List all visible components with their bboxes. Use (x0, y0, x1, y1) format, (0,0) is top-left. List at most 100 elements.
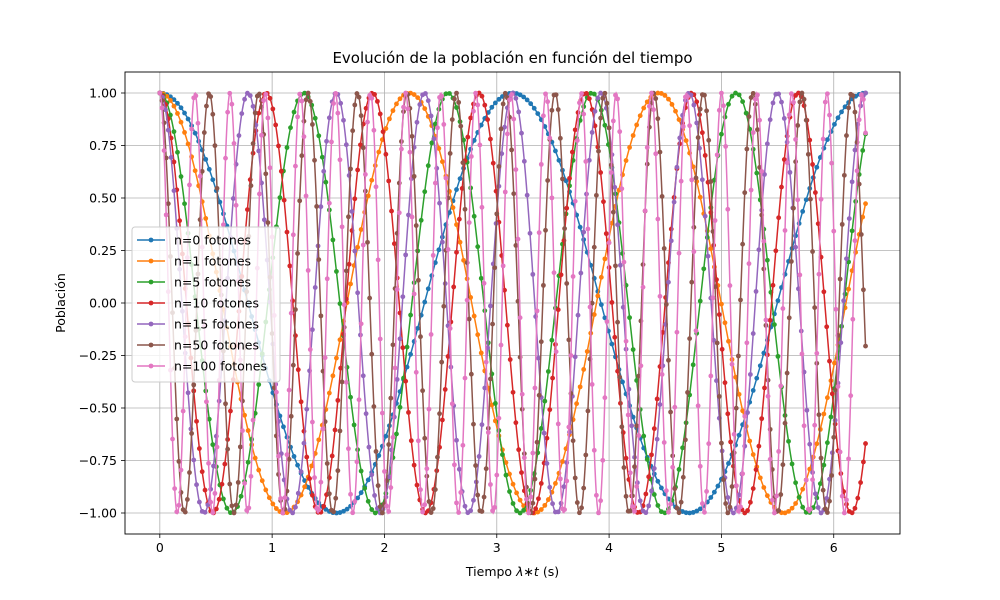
series-6-point (521, 455, 527, 461)
series-5-point (693, 175, 699, 181)
series-5-point (432, 487, 438, 492)
series-6-point (392, 365, 398, 371)
series-5-point (466, 316, 472, 322)
series-2-point (358, 468, 364, 474)
series-5-point (831, 434, 837, 440)
series-0-point (736, 432, 742, 438)
series-2-point (740, 99, 746, 104)
series-6-point (284, 452, 290, 458)
series-6-point (257, 191, 262, 197)
series-5-point (661, 246, 667, 251)
series-5-point (704, 108, 709, 114)
series-6-point (507, 97, 512, 103)
series-3-point (445, 354, 451, 359)
series-4-point (211, 463, 216, 469)
series-2-point (288, 125, 293, 131)
series-5-point (653, 96, 659, 101)
series-4-point (230, 196, 236, 201)
series-6-point (273, 389, 279, 395)
series-6-point (399, 146, 404, 152)
series-0-point (708, 495, 714, 500)
y-tick-label-4: 0.00 (89, 296, 117, 311)
series-6-point (187, 182, 192, 188)
series-5-point (697, 106, 703, 112)
series-3-point (781, 157, 787, 162)
series-6-point (596, 510, 601, 516)
series-1-point (750, 452, 756, 457)
series-6-point (716, 107, 722, 113)
series-1-point (726, 338, 731, 344)
series-4-point (657, 402, 663, 407)
series-6-point (574, 138, 580, 143)
series-5-point (231, 510, 237, 516)
series-5-point (333, 495, 339, 501)
series-2-point (662, 510, 668, 516)
series-6-point (337, 157, 343, 163)
series-4-point (736, 492, 742, 498)
series-5-point (326, 491, 332, 497)
series-5-point (788, 259, 794, 264)
series-6-point (223, 155, 228, 161)
series-6-point (267, 165, 273, 171)
series-3-point (849, 510, 855, 516)
series-6-point (322, 355, 328, 361)
ticks: 0 1 2 3 4 5 6 −1.00 −0.75 −0.50 −0.25 0.00 0.25 0.50 0… (79, 86, 838, 556)
series-4-point (454, 437, 459, 443)
series-6-point (541, 113, 546, 119)
series-4-point (242, 96, 247, 102)
series-1-point (326, 390, 332, 396)
series-5-point (204, 103, 209, 109)
series-5-point (549, 107, 555, 113)
x-tick-label-1: 1 (268, 540, 276, 555)
series-6-point (460, 442, 466, 448)
series-6-point (339, 224, 345, 230)
series-3-point (858, 480, 863, 485)
series-6-point (674, 329, 680, 335)
series-0-point (528, 101, 534, 107)
series-4-point (804, 407, 810, 413)
series-6-point (827, 112, 832, 118)
series-5-point (377, 504, 383, 510)
series-6-point (477, 142, 483, 148)
x-axis-title-math: λ∗t (515, 564, 540, 579)
series-4-point (256, 148, 262, 154)
series-2-point (726, 101, 731, 107)
series-0-point (178, 105, 184, 111)
series-5-point (543, 227, 548, 233)
series-2-point (337, 301, 343, 307)
series-2-point (277, 195, 283, 201)
legend-marker-2 (148, 279, 154, 285)
series-5-point (390, 342, 396, 348)
x-tick-label-6: 6 (830, 540, 838, 555)
series-6-point (848, 393, 854, 399)
series-1-point (387, 116, 392, 122)
series-4-point (705, 253, 711, 259)
series-1-point (666, 96, 671, 102)
series-0-point (630, 414, 636, 420)
series-2-point (316, 133, 322, 139)
series-2-point (517, 510, 523, 516)
series-3-point (564, 205, 570, 211)
series-4-point (745, 410, 750, 415)
series-4-point (298, 469, 304, 475)
series-1-point (595, 293, 601, 299)
series-5-point (286, 456, 292, 462)
series-4-point (372, 493, 377, 498)
series-2-point (764, 257, 770, 263)
series-3-point (863, 441, 868, 446)
series-5-point (337, 428, 343, 434)
series-4-point (637, 498, 643, 504)
series-4-point (439, 239, 445, 245)
series-6-point (454, 500, 459, 506)
chart-title: Evolución de la población en función del… (332, 49, 692, 67)
series-6-point (356, 397, 362, 403)
series-1-point (178, 119, 184, 125)
series-0-point (577, 224, 583, 230)
legend-label-5: n=50 fotones (174, 338, 259, 353)
series-5-point (176, 459, 182, 464)
series-3-point (171, 159, 177, 165)
series-5-point (435, 454, 440, 460)
series-6-point (617, 129, 623, 135)
series-3-point (414, 482, 420, 488)
series-1-point (814, 441, 820, 447)
